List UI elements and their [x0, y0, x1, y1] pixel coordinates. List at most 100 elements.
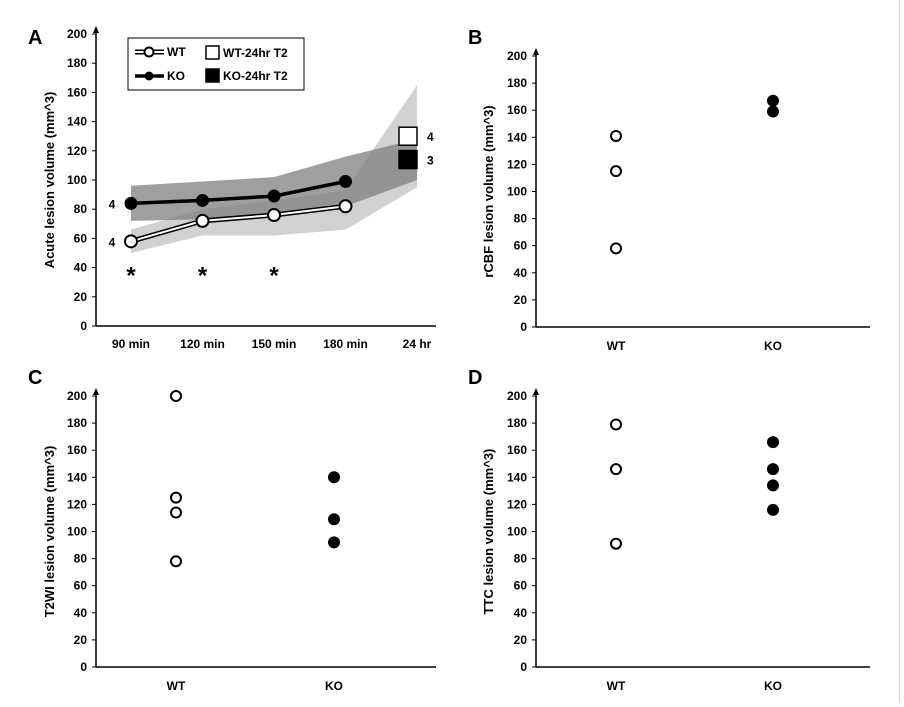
y-tick-label: 40 — [74, 606, 88, 620]
wt-data-point — [610, 129, 622, 142]
y-tick-label: 200 — [67, 27, 87, 41]
x-tick-label: 90 min — [112, 337, 150, 351]
panel-c: C 0 20 40 60 80 100 120 140 160 180 200 T2WI lesion … — [28, 367, 436, 693]
wt-data-point — [610, 463, 622, 476]
y-tick-label: 180 — [67, 56, 87, 70]
y-tick-label: 200 — [507, 49, 527, 63]
y-tick-label: 40 — [514, 266, 528, 280]
page-edge-line — [899, 0, 900, 702]
ko-data-point — [328, 536, 340, 549]
legend: WT WT-24hr T2 KO KO-24hr T2 — [127, 37, 305, 91]
y-tick-label: 160 — [67, 85, 87, 99]
x-tick-label: KO — [764, 679, 782, 693]
significance-star: * — [126, 263, 136, 290]
y-tick-label: 140 — [507, 130, 527, 144]
ko-data-point — [767, 463, 779, 476]
y-tick-label: 160 — [507, 443, 527, 457]
x-tick-label: 180 min — [323, 337, 368, 351]
ko-data-point — [767, 94, 779, 107]
y-tick-label: 60 — [74, 231, 88, 245]
y-axis-label: T2WI lesion volume (mm^3) — [42, 446, 57, 618]
wt-data-point — [170, 555, 182, 568]
wt-point — [195, 213, 210, 228]
y-tick-label: 20 — [74, 290, 88, 304]
ko-point — [267, 189, 281, 203]
wt-data-point — [170, 390, 182, 402]
wt-n-label: 4 — [109, 235, 116, 249]
y-axis-label: rCBF lesion volume (mm^3) — [481, 105, 496, 277]
y-tick-label: 80 — [74, 202, 88, 216]
y-axis-arrow — [533, 48, 539, 55]
ko-data-point — [767, 503, 779, 516]
y-tick-label: 40 — [514, 606, 528, 620]
wt-24hr-n-label: 4 — [427, 130, 434, 144]
y-tick-label: 180 — [507, 416, 527, 430]
x-tick-label: WT — [167, 679, 186, 693]
legend-wt-label: WT — [167, 45, 186, 59]
y-tick-label: 80 — [74, 552, 88, 566]
y-tick-label: 80 — [514, 212, 528, 226]
y-tick-label: 100 — [67, 525, 87, 539]
significance-star: * — [269, 263, 279, 290]
y-tick-label: 100 — [507, 525, 527, 539]
y-tick-label: 20 — [74, 633, 88, 647]
wt-24hr-point — [398, 126, 418, 146]
y-tick-label: 100 — [67, 173, 87, 187]
legend-wt24-label: WT-24hr T2 — [223, 46, 288, 60]
y-tick-label: 0 — [80, 660, 87, 674]
panel-a: A 0 20 40 60 80 100 120 140 160 180 200 Acute lesion… — [28, 26, 436, 351]
x-tick-label: WT — [607, 679, 626, 693]
x-tick-label: 120 min — [180, 337, 225, 351]
y-tick-label: 0 — [80, 319, 87, 333]
y-axis-arrow — [93, 388, 99, 395]
y-axis-arrow — [533, 388, 539, 395]
x-tick-label: KO — [764, 339, 782, 353]
y-tick-label: 180 — [67, 416, 87, 430]
ko-point — [196, 193, 209, 207]
legend-ko-marker — [144, 71, 154, 81]
y-tick-label: 60 — [514, 239, 528, 253]
y-tick-label: 20 — [514, 293, 528, 307]
legend-ko24-label: KO-24hr T2 — [223, 69, 288, 83]
y-tick-label: 60 — [514, 579, 528, 593]
significance-star: * — [198, 263, 208, 290]
y-tick-label: 80 — [514, 552, 528, 566]
y-tick-label: 140 — [67, 470, 87, 484]
panel-d: D 0 20 40 60 80 100 120 140 160 180 200 TTC lesion v… — [468, 367, 870, 693]
y-tick-label: 140 — [507, 470, 527, 484]
panel-letter: B — [468, 27, 482, 49]
wt-point — [338, 199, 353, 214]
y-tick-label: 180 — [507, 76, 527, 90]
wt-data-point — [170, 491, 182, 504]
x-tick-label: 150 min — [252, 337, 297, 351]
wt-line — [130, 205, 346, 243]
y-tick-label: 60 — [74, 579, 88, 593]
ko-point — [124, 196, 138, 210]
wt-data-point — [610, 165, 622, 178]
x-tick-label: WT — [607, 339, 626, 353]
panel-letter: A — [28, 27, 42, 49]
y-tick-label: 0 — [520, 660, 527, 674]
y-tick-label: 200 — [67, 389, 87, 403]
y-tick-label: 120 — [507, 157, 527, 171]
ko-point — [339, 174, 352, 188]
wt-data-point — [610, 242, 622, 255]
wt-point — [267, 208, 281, 223]
ko-line — [130, 179, 346, 206]
x-tick-label: KO — [325, 679, 343, 693]
y-tick-label: 100 — [507, 185, 527, 199]
y-tick-label: 200 — [507, 389, 527, 403]
ko-data-point — [767, 479, 779, 492]
y-axis-label: TTC lesion volume (mm^3) — [481, 449, 496, 615]
y-tick-label: 0 — [520, 320, 527, 334]
ko-data-point — [328, 471, 340, 484]
y-tick-label: 160 — [67, 443, 87, 457]
panel-letter: C — [28, 367, 42, 389]
ko-24hr-n-label: 3 — [427, 154, 434, 168]
wt-data-point — [610, 418, 622, 431]
wt-data-point — [170, 506, 182, 519]
y-tick-label: 120 — [507, 497, 527, 511]
ko-24hr-point — [398, 149, 418, 170]
